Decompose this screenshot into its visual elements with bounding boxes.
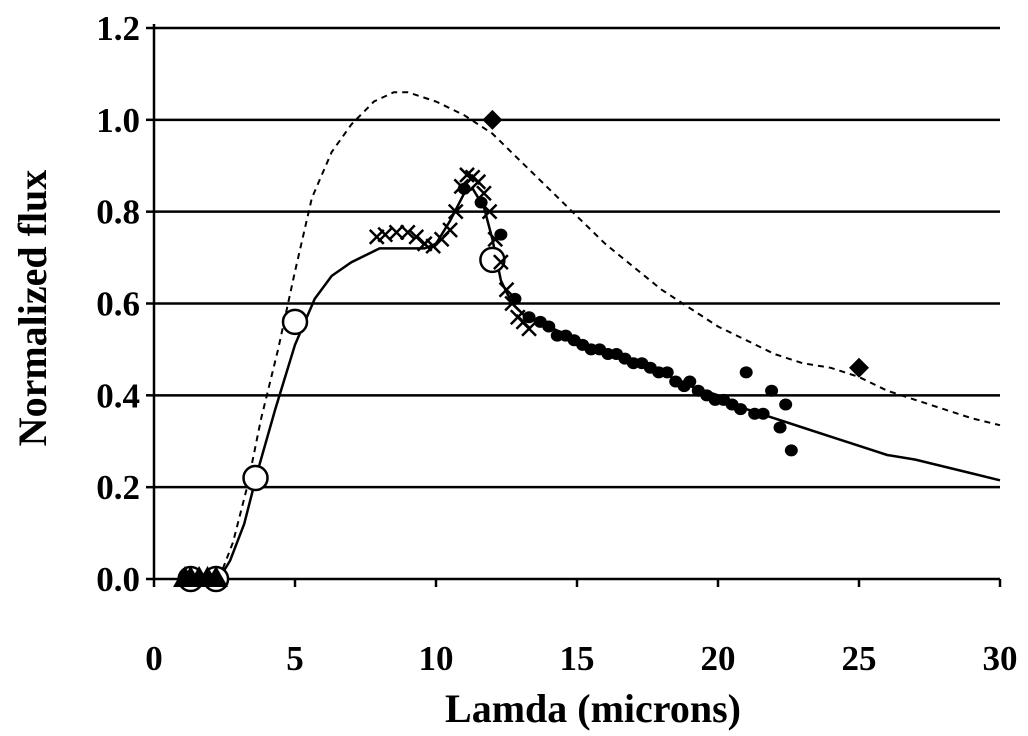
cross-marker [492, 254, 509, 271]
data-markers [173, 109, 869, 593]
filled-circle-marker [660, 366, 674, 379]
y-tick-label-0: 0.0 [96, 560, 140, 599]
x-tick-label-2: 10 [419, 639, 454, 678]
x-tick-label-0: 0 [145, 639, 163, 678]
x-tick-label-4: 20 [701, 639, 736, 678]
filled-circle-marker [508, 292, 522, 305]
x-axis-title: Lamda (microns) [445, 686, 741, 731]
filled-circle-marker [457, 182, 471, 195]
open-circle-marker [242, 464, 269, 492]
filled-circle-marker [739, 366, 753, 379]
open-circle-marker [479, 246, 506, 274]
filled-triangle-marker [204, 566, 229, 587]
model-curves [217, 91, 1001, 580]
solid-model-curve [217, 187, 1001, 580]
filled-diamond-marker [482, 109, 503, 130]
filled-circle-marker [542, 320, 556, 333]
y-tick-label-3: 0.6 [96, 285, 140, 324]
y-tick-label-1: 0.2 [96, 468, 140, 507]
y-tick-label-4: 0.8 [96, 193, 140, 232]
cross-marker [521, 320, 537, 337]
axes [146, 24, 1002, 587]
filled-circle-marker [773, 421, 787, 434]
x-tick-label-5: 25 [842, 639, 877, 678]
cross-marker [470, 173, 487, 190]
cross-marker [388, 224, 405, 241]
cross-marker [447, 203, 464, 220]
dashed-model-curve [217, 91, 1001, 580]
filled-circle-marker [779, 398, 793, 411]
filled-diamond-marker [849, 357, 869, 378]
filled-circle-marker [683, 375, 697, 388]
tick-labels: 0.0 0.2 0.4 0.6 0.8 1.0 1.2 0 5 10 15 20 25 30 [96, 9, 1017, 678]
x-tick-label-1: 5 [286, 639, 304, 678]
filled-circle-marker [784, 444, 798, 457]
open-circle-marker [281, 308, 309, 336]
y-tick-label-5: 1.0 [96, 101, 140, 140]
filled-circle-marker [494, 228, 508, 241]
y-axis-title: Normalized flux [10, 170, 55, 447]
x-tick-label-6: 30 [983, 639, 1018, 678]
cross-marker [399, 224, 416, 241]
filled-circle-marker [474, 196, 488, 209]
filled-circle-marker [765, 384, 779, 397]
filled-circle-marker [522, 311, 536, 324]
x-tick-label-3: 15 [560, 639, 595, 678]
cross-marker [442, 222, 458, 238]
y-tick-label-6: 1.2 [96, 9, 140, 48]
y-tick-label-2: 0.4 [96, 376, 140, 415]
horizontal-gridlines [154, 26, 1000, 489]
filled-circle-marker [734, 403, 748, 416]
filled-circle-marker [756, 407, 770, 420]
